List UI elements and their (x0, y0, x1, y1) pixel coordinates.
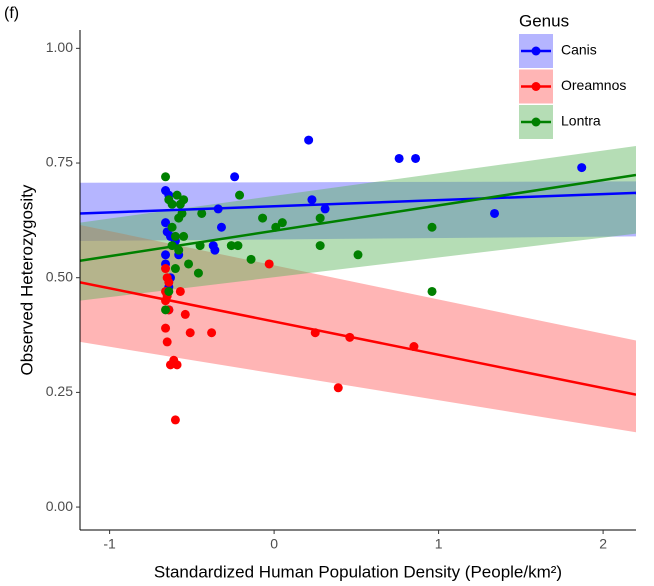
data-point (427, 222, 437, 232)
fit-line (80, 281, 636, 396)
data-point (179, 231, 189, 241)
data-point (164, 286, 174, 296)
plot-area (80, 135, 636, 433)
data-point (193, 268, 203, 278)
data-point (161, 305, 171, 315)
data-point (307, 195, 317, 205)
data-point (577, 163, 587, 173)
legend-label: Oreamnos (561, 77, 626, 93)
data-point (230, 172, 240, 182)
data-point (175, 286, 185, 296)
data-point (258, 213, 268, 223)
data-point (197, 208, 207, 218)
data-point (490, 208, 500, 218)
fit-line (80, 173, 636, 262)
data-point (161, 218, 171, 228)
legend-label: Canis (561, 42, 597, 58)
data-point (210, 245, 220, 255)
data-point (304, 135, 314, 145)
data-point (277, 218, 287, 228)
x-tick-label: -1 (103, 536, 116, 552)
data-point (161, 172, 171, 182)
y-tick-label: 0.25 (46, 383, 73, 399)
legend-dot (531, 117, 541, 127)
legend-dot (531, 82, 541, 91)
data-point (167, 199, 177, 209)
fit-line (80, 191, 636, 215)
data-point (170, 231, 180, 241)
data-point (170, 415, 180, 425)
data-point (167, 222, 177, 232)
data-point (172, 190, 182, 200)
x-axis-title: Standardized Human Population Density (P… (154, 562, 562, 581)
x-tick-label: 1 (435, 536, 443, 552)
data-point (353, 250, 363, 260)
panel-label: (f) (4, 5, 19, 22)
y-tick-label: 1.00 (46, 39, 73, 55)
data-point (333, 383, 343, 393)
data-point (216, 222, 226, 232)
x-tick-label: 0 (270, 536, 278, 552)
data-point (184, 259, 194, 269)
data-point (170, 264, 180, 274)
y-tick-label: 0.50 (46, 268, 73, 284)
data-point (315, 241, 325, 251)
data-point (177, 208, 187, 218)
data-point (207, 328, 217, 338)
data-point (264, 259, 274, 269)
data-point (174, 245, 184, 255)
data-point (162, 337, 172, 347)
data-point (233, 241, 243, 251)
data-point (180, 309, 190, 319)
data-point (169, 355, 179, 365)
data-point (164, 277, 174, 287)
legend-dot (531, 46, 541, 56)
x-tick-label: 2 (599, 536, 607, 552)
data-point (179, 195, 189, 205)
data-point (427, 286, 437, 296)
confidence-band (80, 146, 636, 301)
y-tick-label: 0.00 (46, 498, 73, 514)
y-axis-title: Observed Heterozygosity (17, 184, 36, 375)
legend-label: Lontra (561, 113, 601, 129)
data-point (246, 254, 256, 264)
data-point (185, 328, 195, 338)
data-point (161, 323, 171, 333)
data-point (235, 190, 245, 200)
legend-title: Genus (519, 11, 569, 30)
confidence-band (80, 224, 636, 433)
data-point (226, 241, 236, 251)
data-point (320, 204, 330, 214)
data-point (161, 264, 171, 274)
y-tick-label: 0.75 (46, 154, 73, 170)
data-point (411, 153, 421, 163)
data-point (161, 250, 171, 260)
data-point (394, 153, 404, 163)
data-point (315, 213, 325, 223)
